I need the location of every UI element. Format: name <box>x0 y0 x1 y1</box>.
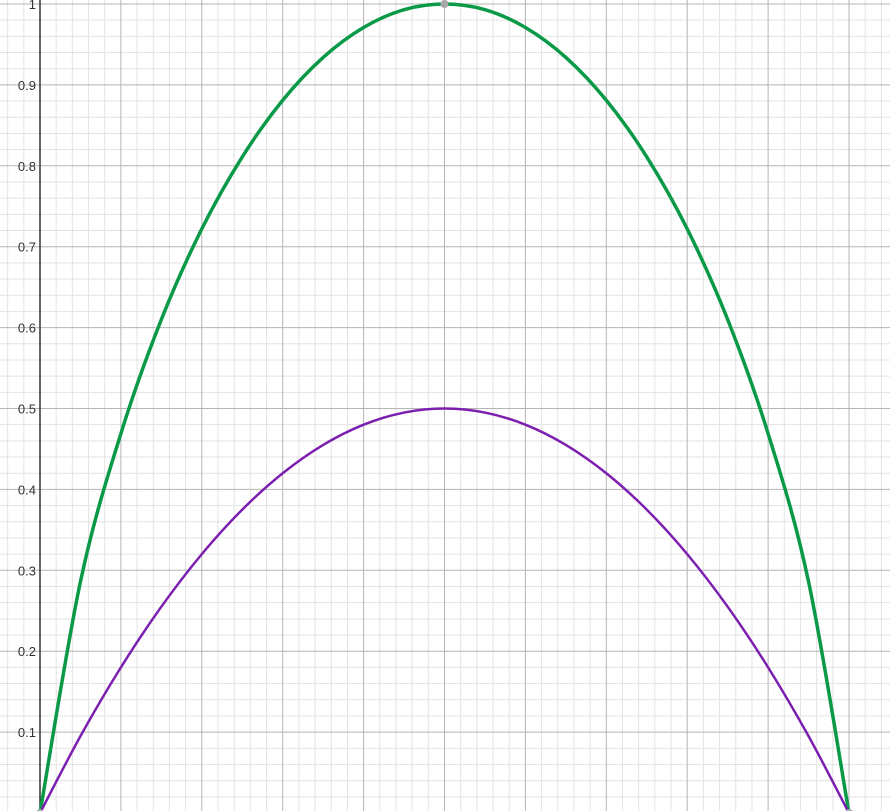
y-tick-label: 0.9 <box>18 78 36 93</box>
y-tick-label: 1 <box>29 0 36 12</box>
y-tick-label: 0.7 <box>18 240 36 255</box>
y-tick-label: 0.8 <box>18 159 36 174</box>
y-tick-label: 0.1 <box>18 725 36 740</box>
plot-point <box>440 0 449 8</box>
y-tick-label: 0.3 <box>18 563 36 578</box>
series-line-2 <box>39 407 850 811</box>
y-tick-label: 0.2 <box>18 644 36 659</box>
y-tick-labels: 0.1 0.2 0.3 0.4 0.5 0.6 0.7 0.8 0.9 1 <box>18 0 36 740</box>
y-tick-label: 0.6 <box>18 321 36 336</box>
y-tick-label: 0.4 <box>18 482 36 497</box>
y-tick-label: 0.5 <box>18 402 36 417</box>
